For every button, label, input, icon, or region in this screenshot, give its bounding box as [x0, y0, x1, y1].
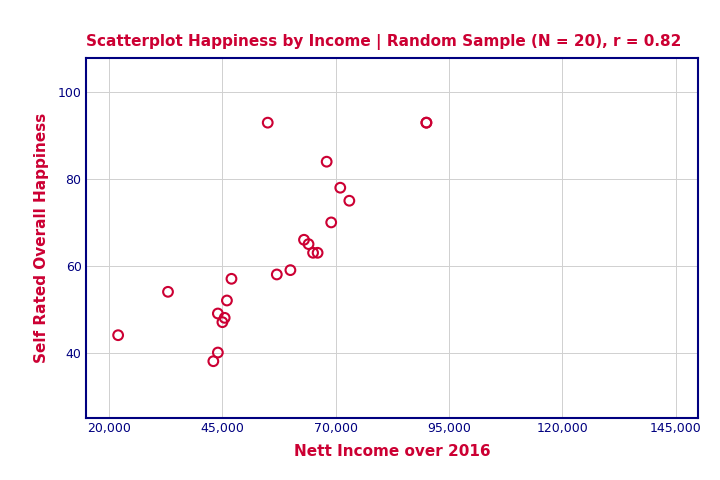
- Point: [284, 266, 296, 274]
- Point: [325, 218, 337, 226]
- Point: [312, 249, 323, 257]
- Point: [298, 236, 310, 244]
- Point: [217, 318, 228, 326]
- Point: [162, 288, 174, 296]
- Point: [271, 271, 282, 278]
- Point: [219, 314, 230, 322]
- Point: [307, 249, 319, 257]
- Point: [207, 358, 219, 365]
- Y-axis label: Self Rated Overall Happiness: Self Rated Overall Happiness: [35, 112, 50, 363]
- Point: [335, 184, 346, 192]
- X-axis label: Nett Income over 2016: Nett Income over 2016: [294, 444, 491, 459]
- Point: [112, 331, 124, 339]
- Point: [225, 275, 237, 283]
- Point: [212, 310, 224, 317]
- Point: [303, 240, 315, 248]
- Point: [221, 297, 233, 304]
- Point: [343, 197, 355, 204]
- Point: [420, 119, 432, 127]
- Point: [262, 119, 274, 127]
- Point: [212, 348, 224, 356]
- Point: [321, 158, 333, 166]
- Point: [420, 119, 432, 127]
- Text: Scatterplot Happiness by Income | Random Sample (N = 20), r = 0.82: Scatterplot Happiness by Income | Random…: [86, 35, 682, 50]
